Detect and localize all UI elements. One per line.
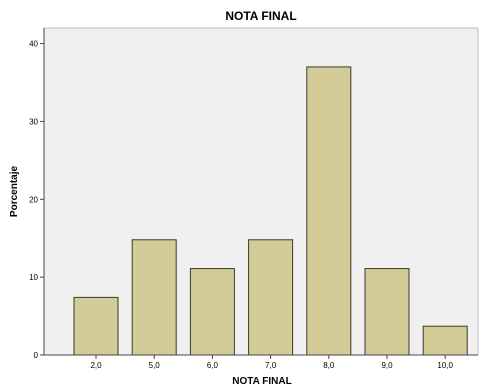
x-tick-label: 8,0 (323, 361, 335, 370)
bar-9-0 (364, 268, 410, 356)
bars-group (73, 66, 468, 356)
y-tick-label: 0 (34, 351, 39, 360)
x-tick-label: 7,0 (265, 361, 277, 370)
bar-6-0 (189, 268, 235, 356)
x-axis-title: NOTA FINAL (232, 376, 291, 387)
bar-10-0 (422, 325, 468, 356)
chart-title: NOTA FINAL (225, 9, 296, 23)
y-tick-label: 20 (29, 195, 38, 204)
bar-8-0 (306, 66, 352, 356)
y-tick-label: 40 (29, 40, 38, 49)
bar-5-0 (131, 239, 177, 356)
x-tick-label: 5,0 (149, 361, 161, 370)
bar-7-0 (248, 239, 294, 356)
x-tick-label: 6,0 (207, 361, 219, 370)
x-tick-label: 10,0 (437, 361, 453, 370)
x-tick-label: 2,0 (90, 361, 102, 370)
y-tick-label: 10 (29, 273, 38, 282)
y-tick-label: 30 (29, 117, 38, 126)
x-tick-label: 9,0 (381, 361, 393, 370)
x-axis: 2,0 5,0 6,0 7,0 8,0 9,0 10,0 (44, 354, 478, 370)
y-axis-title: Porcentaje (9, 165, 20, 217)
bar-2-0 (73, 296, 119, 356)
y-axis: 0 10 20 30 40 (29, 28, 45, 360)
